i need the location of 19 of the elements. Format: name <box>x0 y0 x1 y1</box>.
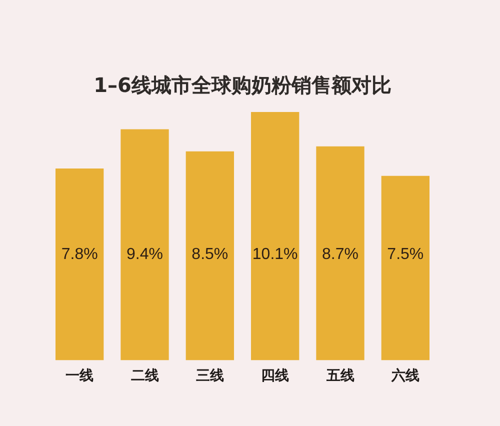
x-tick-label: 四线 <box>261 368 290 384</box>
data-label: 7.5% <box>387 246 424 263</box>
data-label: 8.7% <box>322 246 358 263</box>
x-tick-label: 二线 <box>130 368 159 384</box>
x-tick-label: 一线 <box>66 368 94 384</box>
bar <box>381 176 430 360</box>
data-label: 9.4% <box>126 246 163 263</box>
x-tick-label: 六线 <box>390 367 420 384</box>
chart-title: 1–6线城市全球购奶粉销售额对比 <box>94 73 392 98</box>
bar <box>186 151 234 360</box>
data-label: 7.8% <box>61 246 98 263</box>
data-label: 8.5% <box>192 246 228 263</box>
bar <box>120 129 169 360</box>
x-tick-label: 五线 <box>325 368 354 384</box>
x-tick-label: 三线 <box>196 368 224 384</box>
bar <box>316 146 364 360</box>
bar <box>251 112 300 360</box>
bar <box>56 168 104 360</box>
data-label: 10.1% <box>252 246 298 263</box>
